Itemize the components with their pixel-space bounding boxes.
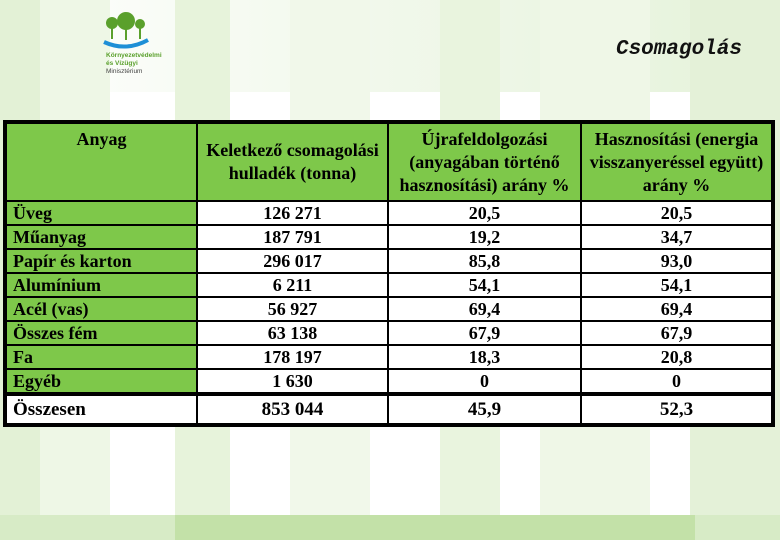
cell-waste: 187 791 (196, 224, 389, 250)
cell-waste: 296 017 (196, 248, 389, 274)
cell-recovery: 69,4 (580, 296, 773, 322)
cell-recycling: 85,8 (387, 248, 582, 274)
slide-title: Csomagolás (615, 38, 742, 61)
logo-line-3: Minisztérium (106, 68, 143, 75)
cell-material: Fa (5, 344, 198, 370)
table-row: Fa 178 197 18,3 20,8 (5, 344, 773, 370)
cell-material: Papír és karton (5, 248, 198, 274)
table-row: Üveg 126 271 20,5 20,5 (5, 200, 773, 226)
cell-material: Összes fém (5, 320, 198, 346)
cell-total-recycling: 45,9 (387, 392, 582, 425)
table-row: Acél (vas) 56 927 69,4 69,4 (5, 296, 773, 322)
cell-recycling: 19,2 (387, 224, 582, 250)
cell-material: Egyéb (5, 368, 198, 395)
cell-waste: 56 927 (196, 296, 389, 322)
header-recycling: Újrafeldolgozási (anyagában történő hasz… (387, 122, 582, 202)
cell-total-waste: 853 044 (196, 392, 389, 425)
cell-recycling: 69,4 (387, 296, 582, 322)
cell-material: Acél (vas) (5, 296, 198, 322)
table-total-row: Összesen 853 044 45,9 52,3 (5, 392, 773, 425)
table-row: Összes fém 63 138 67,9 67,9 (5, 320, 773, 346)
cell-waste: 1 630 (196, 368, 389, 395)
logo-text: Környezetvédelmi és Vízügyi Minisztérium (106, 52, 162, 76)
table-row: Egyéb 1 630 0 0 (5, 368, 773, 395)
cell-material: Műanyag (5, 224, 198, 250)
cell-recycling: 20,5 (387, 200, 582, 226)
cell-recycling: 0 (387, 368, 582, 395)
cell-recovery: 34,7 (580, 224, 773, 250)
cell-material: Alumínium (5, 272, 198, 298)
cell-recovery: 93,0 (580, 248, 773, 274)
cell-material: Üveg (5, 200, 198, 226)
ministry-logo (98, 12, 208, 82)
cell-recovery: 20,5 (580, 200, 773, 226)
cell-recovery: 20,8 (580, 344, 773, 370)
logo-line-2: és Vízügyi (106, 60, 138, 67)
cell-recovery: 0 (580, 368, 773, 395)
cell-recovery: 67,9 (580, 320, 773, 346)
tree-logo-icon (103, 12, 149, 49)
table-header-row: Anyag Keletkező csomagolási hulladék (to… (5, 122, 773, 202)
cell-recycling: 18,3 (387, 344, 582, 370)
cell-waste: 63 138 (196, 320, 389, 346)
logo-line-1: Környezetvédelmi (106, 52, 162, 59)
cell-waste: 6 211 (196, 272, 389, 298)
packaging-table: Anyag Keletkező csomagolási hulladék (to… (3, 120, 775, 427)
table-row: Alumínium 6 211 54,1 54,1 (5, 272, 773, 298)
header-material: Anyag (5, 122, 198, 202)
cell-waste: 178 197 (196, 344, 389, 370)
cell-total-material: Összesen (5, 392, 198, 425)
header-recovery: Hasznosítási (energia visszanyeréssel eg… (580, 122, 773, 202)
cell-recycling: 67,9 (387, 320, 582, 346)
cell-recovery: 54,1 (580, 272, 773, 298)
cell-waste: 126 271 (196, 200, 389, 226)
table-row: Műanyag 187 791 19,2 34,7 (5, 224, 773, 250)
cell-total-recovery: 52,3 (580, 392, 773, 425)
cell-recycling: 54,1 (387, 272, 582, 298)
table-row: Papír és karton 296 017 85,8 93,0 (5, 248, 773, 274)
header-waste: Keletkező csomagolási hulladék (tonna) (196, 122, 389, 202)
